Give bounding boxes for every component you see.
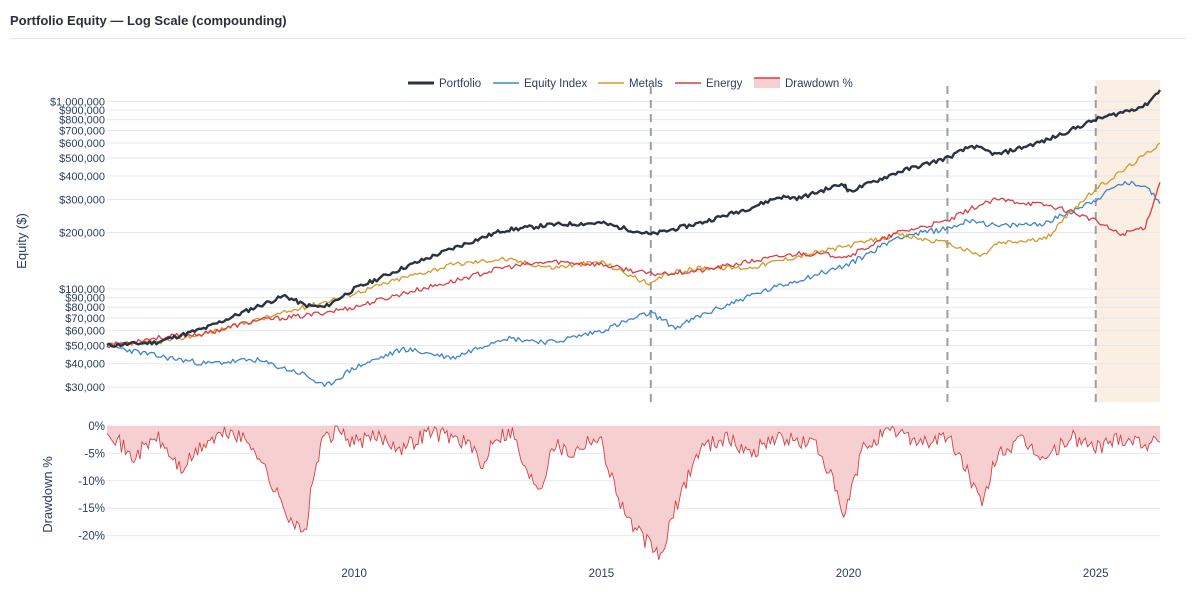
equity-plot: $30,000 $40,000 $50,000 $60,000$70,000$80,0… [14,80,1162,402]
series-line-portfolio [106,89,1162,348]
dd-tick-label: -20% [78,531,105,543]
legend-label: Metals [629,78,663,90]
y-tick-label: $1,000,000 [50,96,105,108]
title-divider [10,38,1186,39]
legend[interactable]: Portfolio Equity Index Metals Energy Drawdow… [408,77,853,90]
legend-label: Drawdown % [785,78,853,90]
series-line-energy [106,182,1161,349]
legend-item[interactable]: Drawdown % [754,77,853,90]
y-tick-label: $600,000 [59,138,105,150]
dd-tick-label: 0% [88,421,105,433]
legend-item[interactable]: Portfolio [408,78,481,90]
dd-tick-label: -15% [78,503,105,515]
shaded-region [1095,80,1160,402]
legend-item[interactable]: Equity Index [493,78,588,90]
y-tick-label: $40,000 [65,359,105,371]
y-tick-label: $30,000 [65,382,105,394]
page-title: Portfolio Equity — Log Scale (compoundin… [10,13,287,28]
y-tick-label: $400,000 [59,171,105,183]
x-tick-label: 2010 [341,568,367,580]
y-tick-label: $300,000 [59,194,105,206]
drawdown-line [106,425,1161,560]
y-axis-title: Equity ($) [14,213,29,269]
y-tick-label: $90,000 [65,293,105,305]
legend-label: Energy [706,78,743,90]
drawdown-area [107,426,1160,560]
x-tick-label: 2020 [836,568,862,580]
title-bar: Portfolio Equity — Log Scale (compoundin… [0,0,1200,40]
legend-swatch [754,78,780,88]
legend-label: Portfolio [439,78,481,90]
y-tick-label: $70,000 [65,313,105,325]
y-tick-label: $100,000 [59,284,105,296]
series-line-metals [106,142,1161,346]
y-tick-label: $500,000 [59,153,105,165]
y-tick-label: $80,000 [65,302,105,314]
y-tick-label: $900,000 [59,105,105,117]
legend-label: Equity Index [524,78,588,90]
y-tick-label: $800,000 [59,115,105,127]
legend-item[interactable]: Metals [598,78,663,90]
x-tick-label: 2015 [589,568,615,580]
dd-tick-label: -5% [85,448,105,460]
dd-axis-title: Drawdown % [40,456,55,533]
dd-tick-label: -10% [78,476,105,488]
x-tick-label: 2025 [1083,568,1109,580]
y-tick-label: $200,000 [59,228,105,240]
y-tick-label: $700,000 [59,125,105,137]
drawdown-plot: 0% -5% -10% -15% -20% Drawdown % 2010 2015 2020 2… [40,421,1161,580]
series-line-equity-index [106,180,1161,388]
y-tick-label: $60,000 [65,326,105,338]
y-tick-label: $50,000 [65,341,105,353]
legend-item[interactable]: Energy [675,78,743,90]
